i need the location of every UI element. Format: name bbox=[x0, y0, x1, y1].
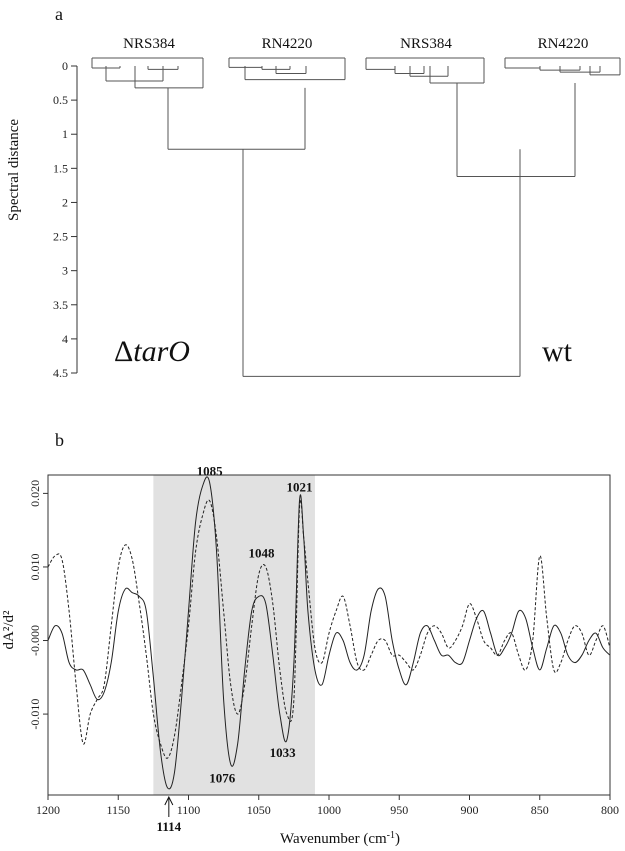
x-tick-label: 850 bbox=[531, 803, 549, 817]
shaded-region bbox=[153, 475, 315, 795]
dendrogram-y-axis-label: Spectral distance bbox=[6, 119, 22, 221]
y-tick-label: 1 bbox=[62, 127, 68, 141]
spectrum-y-axis: 0.020 0.010 -0.000 -0.010 bbox=[28, 480, 48, 730]
dendrogram-y-axis: 0 0.5 1 1.5 2 2.5 3 3.5 4 4.5 bbox=[53, 59, 78, 380]
dendrogram-panel: a Spectral distance 0 0.5 1 1.5 2 2.5 3 3.5 4 4.5… bbox=[6, 4, 621, 380]
spectrum-panel: b 1200 1150 1100 1050 1000 950 900 850 800 0.020… bbox=[1, 430, 619, 847]
class-label-delta-taro: ΔtarO bbox=[114, 335, 190, 368]
x-tick-label: 1200 bbox=[36, 803, 60, 817]
plot-frame bbox=[47, 474, 611, 796]
dendrogram-tree bbox=[91, 57, 621, 377]
dendrogram-group-labels: NRS384 RN4220 NRS384 RN4220 bbox=[123, 36, 588, 52]
y-tick-label: 3.5 bbox=[53, 298, 68, 312]
spectrum-x-axis: 1200 1150 1100 1050 1000 950 900 850 800 bbox=[36, 795, 619, 817]
y-tick-label: 3 bbox=[62, 264, 68, 278]
peak-label: 1048 bbox=[249, 546, 276, 561]
spectrum-y-axis-label: dA²/d² bbox=[1, 610, 17, 649]
series-dashed-line bbox=[47, 499, 611, 759]
y-tick-label: 2.5 bbox=[53, 230, 68, 244]
x-tick-label: 1050 bbox=[247, 803, 271, 817]
peak-label: 1021 bbox=[286, 480, 312, 495]
arrow-marker: 1114 bbox=[157, 795, 182, 834]
y-tick-label: 4 bbox=[62, 332, 68, 346]
taro-name: tarO bbox=[133, 335, 190, 368]
peak-labels: 1085 1021 1048 1033 1076 bbox=[197, 463, 313, 785]
peak-label: 1085 bbox=[197, 463, 224, 478]
spectrum-x-axis-label: Wavenumber (cm-1) bbox=[280, 830, 400, 848]
group-label: RN4220 bbox=[262, 36, 313, 52]
y-tick-label: 1.5 bbox=[53, 161, 68, 175]
y-tick-label: 0.010 bbox=[28, 553, 42, 580]
arrow-head bbox=[164, 795, 174, 806]
spectrum-series bbox=[47, 476, 611, 790]
x-tick-label: 800 bbox=[601, 803, 619, 817]
panel-label-a: a bbox=[55, 4, 63, 24]
group-label: NRS384 bbox=[400, 36, 452, 52]
y-tick-label: 0 bbox=[62, 59, 68, 73]
x-tick-label: 1100 bbox=[177, 803, 201, 817]
peak-label: 1033 bbox=[270, 745, 297, 760]
y-tick-label: 2 bbox=[62, 195, 68, 209]
y-tick-label: 0.020 bbox=[28, 480, 42, 507]
delta-symbol: Δ bbox=[114, 335, 133, 368]
x-tick-label: 950 bbox=[390, 803, 408, 817]
panel-label-b: b bbox=[55, 430, 64, 450]
x-tick-label: 1000 bbox=[317, 803, 341, 817]
class-label-wt: wt bbox=[542, 335, 573, 368]
y-tick-label: -0.000 bbox=[28, 625, 42, 656]
y-tick-label: 4.5 bbox=[53, 366, 68, 380]
y-tick-label: -0.010 bbox=[28, 699, 42, 730]
y-tick-label: 0.5 bbox=[53, 93, 68, 107]
arrow-label: 1114 bbox=[157, 819, 182, 834]
x-tick-label: 900 bbox=[461, 803, 479, 817]
peak-label: 1076 bbox=[209, 771, 236, 786]
x-tick-label: 1150 bbox=[106, 803, 130, 817]
group-label: NRS384 bbox=[123, 36, 175, 52]
group-label: RN4220 bbox=[538, 36, 589, 52]
